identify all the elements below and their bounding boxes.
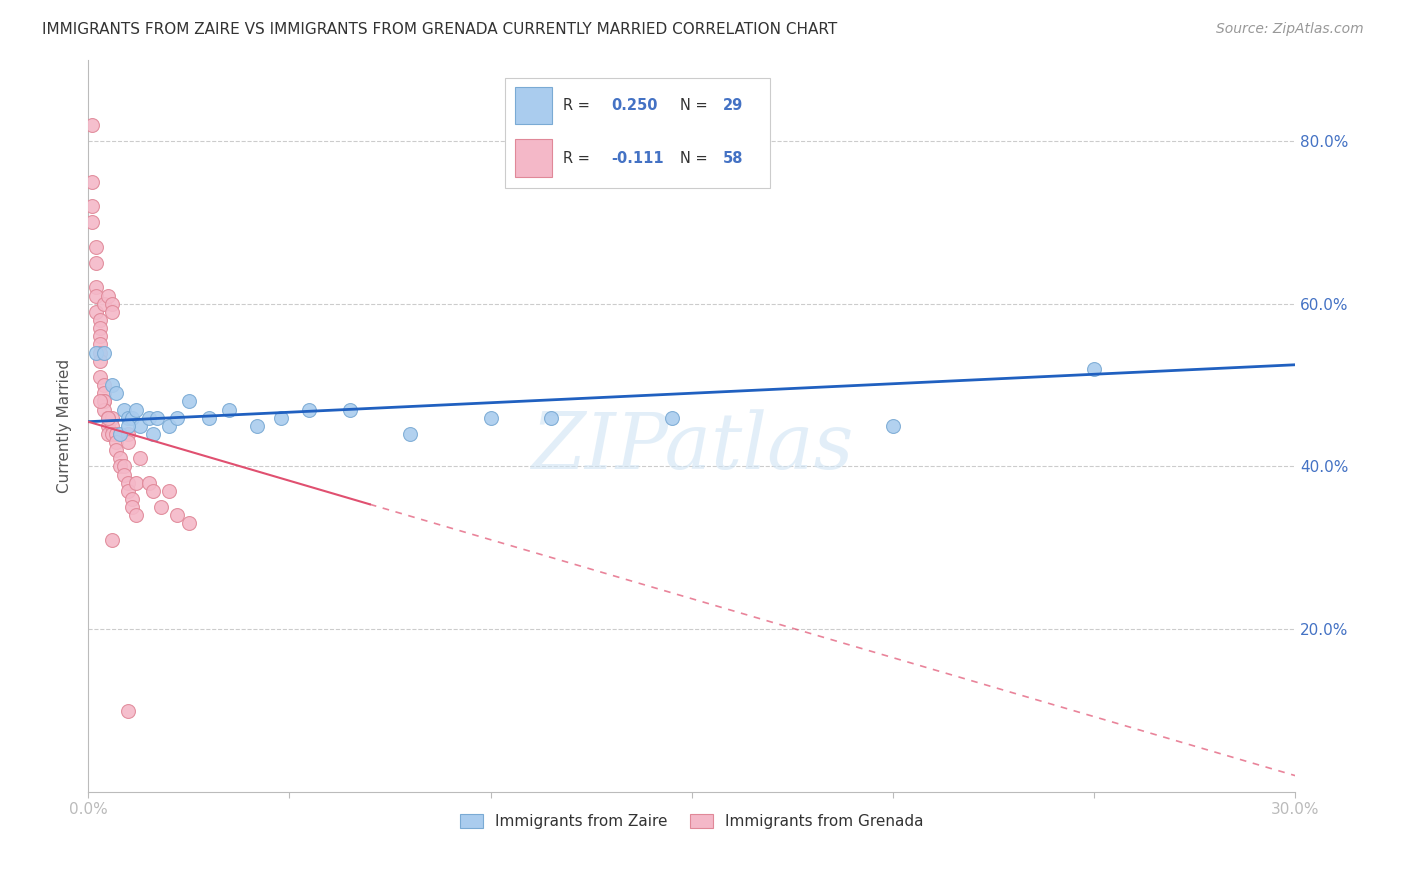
Point — [84, 240, 107, 254]
Point — [117, 435, 139, 450]
Point — [117, 410, 139, 425]
Point — [149, 500, 172, 515]
Text: IMMIGRANTS FROM ZAIRE VS IMMIGRANTS FROM GRENADA CURRENTLY MARRIED CORRELATION C: IMMIGRANTS FROM ZAIRE VS IMMIGRANTS FROM… — [42, 22, 838, 37]
Text: ZIPatlas: ZIPatlas — [530, 409, 853, 486]
Point — [270, 410, 292, 425]
Point — [82, 118, 104, 132]
Point — [97, 410, 120, 425]
Point — [105, 435, 128, 450]
Point — [125, 508, 148, 523]
Point — [177, 516, 200, 531]
Point — [93, 296, 115, 310]
Point — [105, 443, 128, 458]
Point — [882, 418, 904, 433]
Point — [141, 426, 163, 441]
Point — [97, 410, 120, 425]
Point — [84, 345, 107, 359]
Point — [117, 475, 139, 490]
Point — [89, 329, 111, 343]
Point — [246, 418, 269, 433]
Point — [117, 418, 139, 433]
Point — [97, 426, 120, 441]
Point — [84, 256, 107, 270]
Point — [129, 451, 152, 466]
Point — [166, 410, 188, 425]
Point — [89, 370, 111, 384]
Point — [97, 288, 120, 302]
Point — [166, 508, 188, 523]
Point — [298, 402, 321, 417]
Point — [112, 467, 135, 482]
Point — [138, 475, 160, 490]
Point — [82, 175, 104, 189]
Point — [125, 402, 148, 417]
Point — [117, 704, 139, 718]
Point — [121, 491, 143, 506]
Point — [157, 418, 180, 433]
Point — [121, 410, 143, 425]
Point — [105, 426, 128, 441]
Point — [93, 345, 115, 359]
Point — [101, 305, 124, 319]
Point — [89, 337, 111, 351]
Point — [112, 402, 135, 417]
Point — [101, 410, 124, 425]
Point — [101, 296, 124, 310]
Y-axis label: Currently Married: Currently Married — [58, 359, 72, 493]
Point — [117, 426, 139, 441]
Point — [661, 410, 683, 425]
Point — [84, 305, 107, 319]
Point — [399, 426, 422, 441]
Legend: Immigrants from Zaire, Immigrants from Grenada: Immigrants from Zaire, Immigrants from G… — [454, 808, 929, 836]
Point — [93, 378, 115, 392]
Point — [117, 483, 139, 498]
Point — [112, 459, 135, 474]
Point — [198, 410, 221, 425]
Point — [89, 321, 111, 335]
Point — [82, 199, 104, 213]
Point — [110, 426, 132, 441]
Point — [540, 410, 562, 425]
Point — [141, 483, 163, 498]
Point — [105, 386, 128, 401]
Point — [101, 418, 124, 433]
Point — [145, 410, 167, 425]
Point — [479, 410, 502, 425]
Point — [101, 426, 124, 441]
Point — [84, 280, 107, 294]
Point — [138, 410, 160, 425]
Point — [101, 533, 124, 547]
Point — [101, 378, 124, 392]
Point — [177, 394, 200, 409]
Point — [82, 215, 104, 229]
Point — [125, 475, 148, 490]
Point — [129, 418, 152, 433]
Point — [339, 402, 361, 417]
Point — [97, 410, 120, 425]
Point — [89, 394, 111, 409]
Point — [93, 394, 115, 409]
Point — [110, 451, 132, 466]
Text: Source: ZipAtlas.com: Source: ZipAtlas.com — [1216, 22, 1364, 37]
Point — [93, 386, 115, 401]
Point — [157, 483, 180, 498]
Point — [89, 313, 111, 327]
Point — [121, 500, 143, 515]
Point — [84, 288, 107, 302]
Point — [89, 353, 111, 368]
Point — [110, 459, 132, 474]
Point — [1083, 361, 1105, 376]
Point — [97, 418, 120, 433]
Point — [93, 394, 115, 409]
Point — [89, 345, 111, 359]
Point — [218, 402, 240, 417]
Point — [93, 402, 115, 417]
